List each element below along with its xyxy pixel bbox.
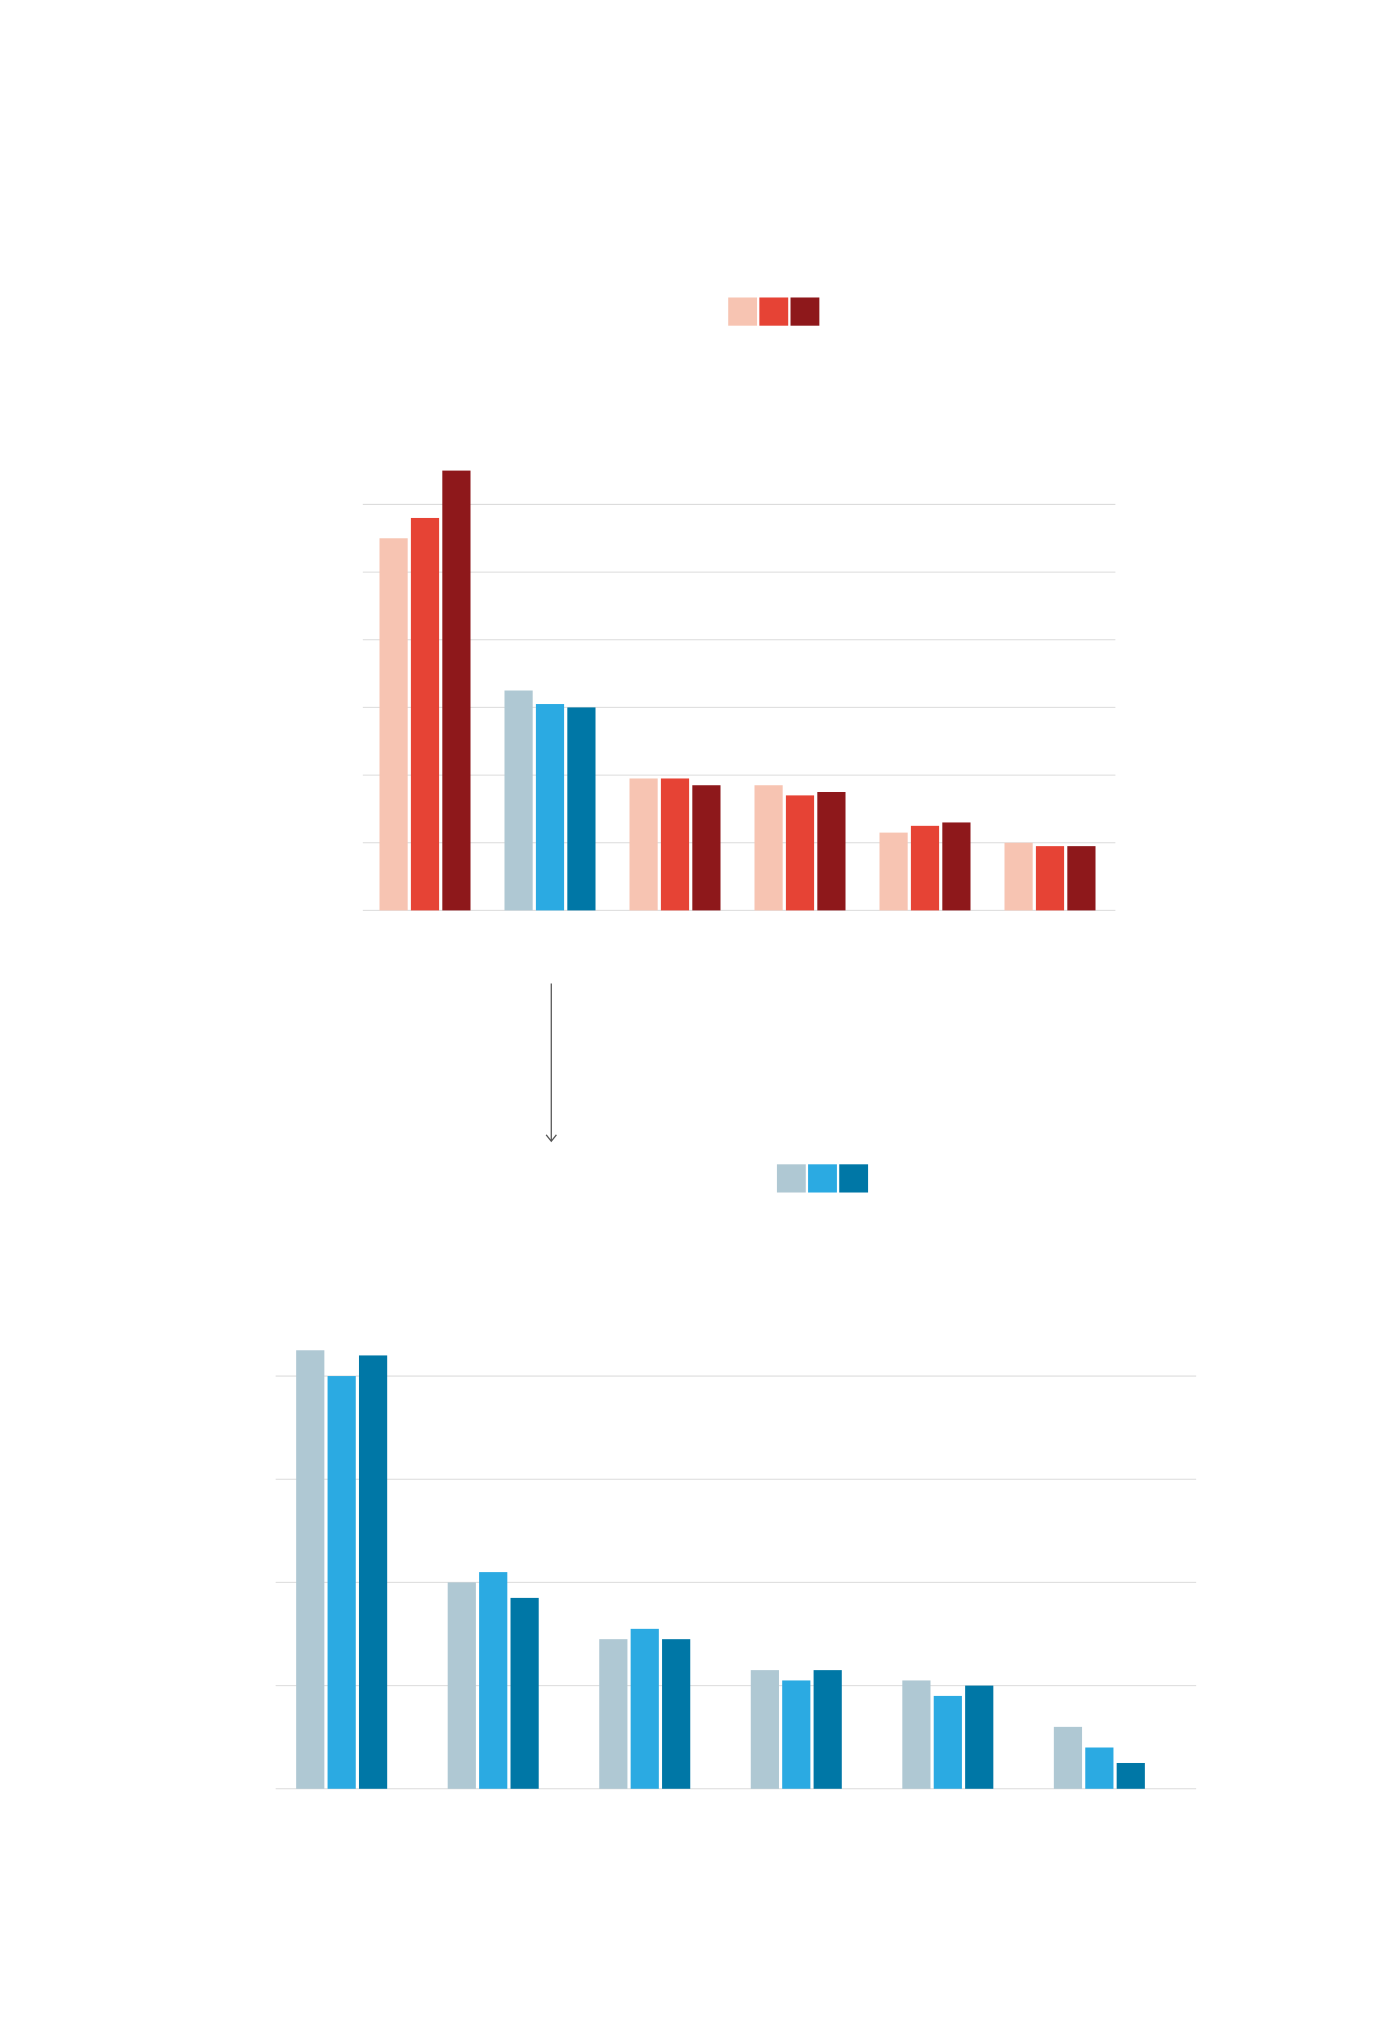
legend-swatch [759,297,789,326]
bar [630,1628,659,1789]
bar [1067,846,1096,911]
bar [782,1680,811,1789]
bar [479,1572,508,1789]
bar [754,785,783,911]
bar [358,1355,388,1789]
bar [1085,1747,1114,1789]
bar [1116,1762,1145,1789]
bar [879,832,908,911]
bar [933,1695,962,1789]
arrow-head [545,1134,557,1143]
bar [535,704,565,911]
bar [902,1680,931,1789]
legend-swatch [790,297,820,326]
bar [1035,846,1065,911]
bar [750,1670,779,1789]
bar [629,778,658,911]
bar [965,1685,994,1789]
legend-swatch [728,297,758,326]
bar [910,825,940,911]
bar [660,778,690,911]
bar [942,822,971,911]
bar [599,1639,628,1789]
bar [327,1376,356,1789]
bar [567,707,596,911]
bar [296,1350,325,1789]
bar [410,517,440,911]
bar [447,1582,476,1789]
bar [1004,842,1033,911]
bar [813,1670,842,1789]
legend-swatch [839,1164,869,1193]
bar [504,690,533,911]
bar [785,795,815,911]
bar [379,538,408,911]
bar [817,792,846,911]
bar [510,1597,539,1789]
bar [442,470,471,911]
bar [1053,1726,1083,1789]
legend-swatch [808,1164,837,1193]
bar [662,1639,691,1789]
legend-swatch [776,1164,806,1193]
bar [692,785,721,911]
